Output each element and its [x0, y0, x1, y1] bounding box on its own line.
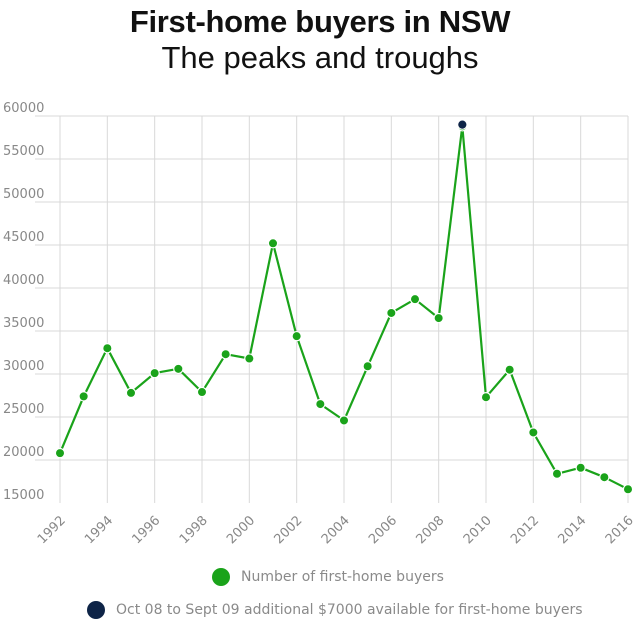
x-tick-label: 1996: [129, 513, 163, 547]
y-axis-ticks: 15000 20000 25000 30000 35000 40000 45000 50000…: [3, 101, 44, 503]
y-tick-label: 20000: [3, 445, 44, 460]
x-tick-label: 2004: [319, 513, 353, 547]
x-tick-label: 1992: [35, 513, 69, 547]
legend-swatch-highlight: [87, 601, 105, 619]
legend-item-series: Number of first-home buyers: [212, 568, 444, 586]
x-tick-label: 2008: [413, 513, 447, 547]
y-tick-label: 35000: [3, 316, 44, 331]
legend-label-series: Number of first-home buyers: [241, 569, 444, 585]
data-point-2007: [409, 293, 421, 305]
x-tick-label: 1994: [82, 513, 116, 547]
y-tick-label: 55000: [3, 144, 44, 159]
legend-item-highlight: Oct 08 to Sept 09 additional $7000 avail…: [87, 601, 583, 619]
x-tick-label: 2014: [555, 513, 589, 547]
y-tick-label: 30000: [3, 359, 44, 374]
data-point-2016: [622, 484, 634, 495]
x-tick-label: 1998: [177, 513, 211, 547]
y-tick-label: 45000: [3, 230, 44, 245]
data-point-1999: [220, 349, 231, 360]
data-point-2013: [551, 468, 563, 479]
highlight-point-2009: [457, 119, 468, 130]
highlight-point-layer: [457, 119, 468, 130]
data-point-2002: [291, 330, 302, 342]
data-point-2014: [575, 462, 586, 473]
chart-subtitle: The peaks and troughs: [161, 40, 479, 75]
data-point-1992: [54, 447, 66, 459]
data-point-2005: [362, 361, 373, 372]
chart-grid: [35, 115, 629, 503]
legend-label-highlight: Oct 08 to Sept 09 additional $7000 avail…: [116, 602, 583, 618]
x-axis-ticks: 1992 1994 1996 1998 2000 2002 2004 2006 2008 2010…: [35, 513, 637, 547]
data-point-2012: [528, 427, 539, 438]
y-tick-label: 25000: [3, 402, 44, 417]
chart-title: First-home buyers in NSW: [129, 4, 511, 39]
x-tick-label: 2002: [271, 513, 305, 547]
data-point-2008: [433, 312, 444, 324]
legend-swatch-series: [212, 568, 230, 586]
y-tick-label: 60000: [3, 101, 44, 116]
data-point-2006: [386, 307, 397, 319]
data-point-1995: [125, 387, 137, 399]
y-tick-label: 50000: [3, 187, 44, 202]
x-tick-label: 2000: [224, 513, 258, 547]
y-tick-label: 15000: [3, 488, 44, 503]
data-point-1994: [102, 343, 113, 354]
x-tick-label: 2016: [603, 513, 637, 547]
x-tick-label: 2010: [461, 513, 495, 547]
data-point-2000: [244, 353, 255, 364]
data-point-1997: [173, 363, 184, 375]
data-point-2011: [504, 364, 515, 375]
data-point-2015: [599, 472, 610, 483]
data-point-1998: [196, 386, 208, 398]
data-point-2001: [267, 238, 279, 249]
x-tick-label: 2006: [366, 513, 400, 547]
data-point-2010: [480, 392, 492, 403]
y-tick-label: 40000: [3, 273, 44, 288]
x-tick-label: 2012: [508, 513, 542, 547]
data-point-2004: [338, 415, 350, 426]
data-point-1993: [78, 391, 89, 402]
data-point-1996: [149, 367, 160, 379]
series-points: [54, 121, 634, 495]
data-point-2003: [315, 398, 326, 410]
